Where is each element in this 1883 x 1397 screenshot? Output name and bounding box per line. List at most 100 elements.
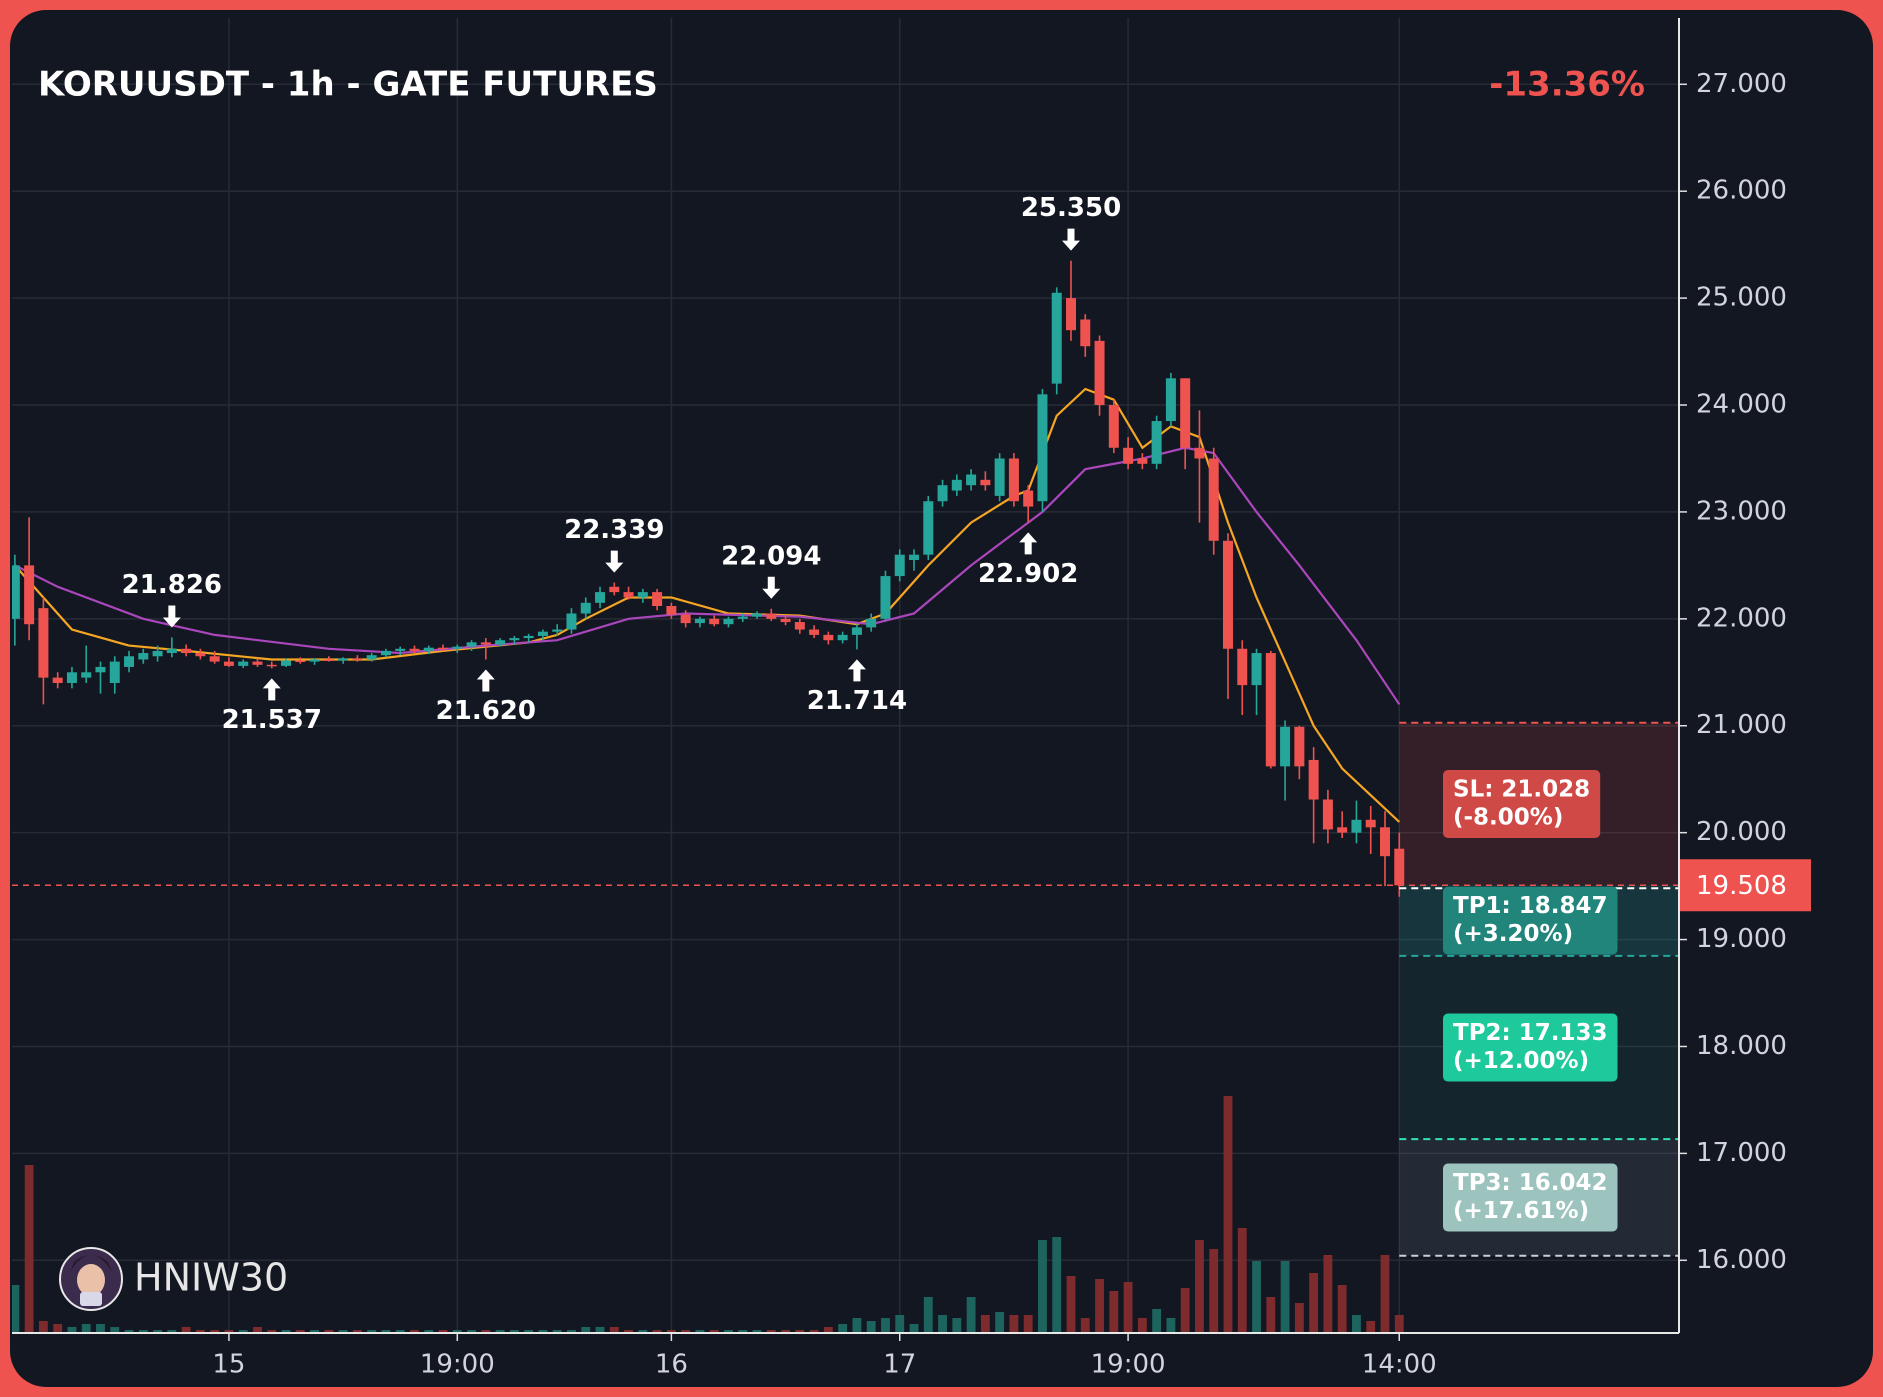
volume-bar (1394, 1315, 1404, 1333)
y-tick-label: 25.000 (1696, 283, 1787, 313)
volume-bar (1294, 1303, 1304, 1333)
level-box (1443, 1163, 1618, 1232)
volume-bar (581, 1327, 591, 1333)
volume-bar (538, 1330, 548, 1333)
chart-title: KORUUSDT - 1h - GATE FUTURES (38, 65, 658, 105)
candle-body (880, 576, 891, 619)
annotation-arrow (262, 678, 281, 701)
y-tick-label: 17.000 (1696, 1138, 1787, 1168)
candle-body (480, 642, 491, 645)
candle-body (1123, 447, 1134, 464)
annotation-arrow (1062, 228, 1081, 251)
level-label: TP3: 16.042 (1453, 1170, 1608, 1196)
candle-body (809, 629, 820, 635)
candle-body (794, 622, 805, 630)
volume-bar (1166, 1318, 1176, 1333)
candle-body (923, 501, 934, 555)
candle-body (737, 616, 748, 619)
candle-body (81, 672, 92, 678)
candle-body (12, 565, 20, 619)
watermark: HNIW30 (134, 1256, 288, 1300)
volume-bar (495, 1330, 505, 1333)
volume-bar (938, 1315, 947, 1333)
candle-body (166, 648, 177, 654)
candle-body (609, 586, 620, 593)
annotation-label: 22.339 (564, 515, 664, 545)
candle-body (1265, 653, 1276, 767)
volume-bar (980, 1315, 990, 1333)
candle-body (352, 658, 363, 660)
candle-body (623, 592, 634, 598)
volume-bar (595, 1327, 605, 1333)
volume-bar (1352, 1315, 1361, 1333)
candle-body (1322, 799, 1333, 830)
volume-bar (809, 1330, 819, 1333)
x-tick-label: 19:00 (420, 1350, 495, 1380)
volume-bar (381, 1330, 391, 1333)
annotation-label: 25.350 (1021, 193, 1121, 223)
avatar-shirt (80, 1292, 102, 1306)
level-box (1443, 1013, 1618, 1082)
candle-body (1280, 726, 1291, 767)
volume-bar (695, 1330, 705, 1333)
volume-bar (253, 1327, 262, 1333)
candle-body (509, 638, 520, 641)
candle-body (780, 618, 791, 623)
volume-bar (1223, 1096, 1233, 1333)
level-note: (+3.20%) (1453, 921, 1573, 947)
volume-bar (467, 1330, 476, 1333)
volume-bar (1038, 1240, 1047, 1333)
candle-body (1308, 759, 1319, 800)
volume-bar (81, 1324, 91, 1333)
candle-body (1094, 340, 1105, 406)
volume-bar (310, 1330, 319, 1333)
volume-bar (609, 1327, 619, 1333)
volume-bar (224, 1330, 234, 1333)
candle-body (1394, 848, 1405, 886)
volume-bar (1252, 1261, 1261, 1333)
candle-body (1137, 458, 1148, 464)
volume-bar (666, 1330, 676, 1333)
volume-bar (1309, 1273, 1319, 1333)
candle-body (566, 613, 577, 630)
candle-body (452, 646, 463, 649)
avatar (59, 1247, 123, 1311)
candle-body (438, 647, 449, 650)
annotation-label: 21.826 (122, 570, 222, 600)
candle-body (580, 602, 591, 614)
candle-body (666, 606, 677, 615)
candle-body (1037, 394, 1048, 502)
volume-bar (53, 1324, 63, 1333)
level-box (1443, 886, 1618, 955)
volume-bar (1080, 1318, 1090, 1333)
candle-body (937, 485, 948, 502)
volume-bar (766, 1330, 776, 1333)
annotation-arrow (162, 605, 181, 628)
avatar-hair (70, 1255, 112, 1272)
y-tick-label: 16.000 (1696, 1245, 1787, 1275)
volume-bar (153, 1330, 163, 1333)
candle-body (1008, 458, 1019, 502)
candle-body (1294, 726, 1305, 767)
background (10, 10, 1873, 1387)
candle-body (181, 648, 192, 654)
y-tick-label: 24.000 (1696, 390, 1787, 420)
volume-bar (681, 1330, 691, 1333)
volume-bar (1180, 1288, 1190, 1333)
annotation-arrow (1019, 532, 1038, 555)
volume-bar (952, 1318, 962, 1333)
candle-body (994, 458, 1005, 496)
annotation-label: 21.620 (436, 696, 536, 726)
volume-bar (524, 1330, 534, 1333)
volume-bar (709, 1330, 719, 1333)
volume-bar (752, 1330, 762, 1333)
candle-body (909, 554, 920, 561)
level-box (1443, 770, 1601, 839)
candle-body (1023, 490, 1034, 507)
candle-body (52, 677, 63, 683)
candle-body (1223, 540, 1233, 649)
volume-bar (110, 1327, 120, 1333)
candle-body (1080, 319, 1091, 347)
y-tick-label: 26.000 (1696, 176, 1787, 206)
volume-bar (1337, 1285, 1347, 1333)
